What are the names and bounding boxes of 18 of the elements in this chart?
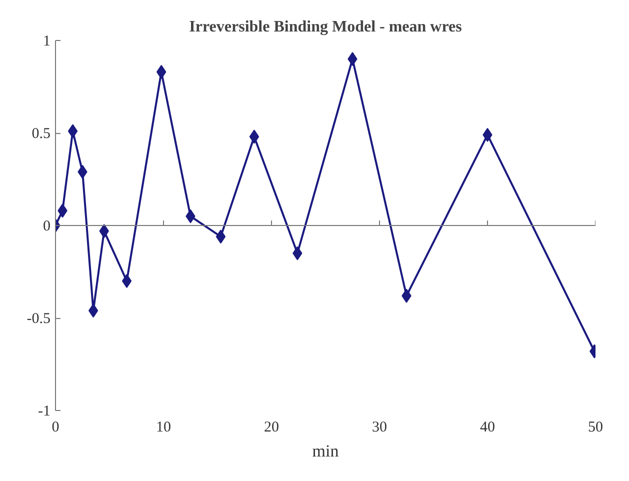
x-axis-title: min [312, 442, 340, 460]
x-tick-label: 50 [588, 420, 603, 436]
y-tick-label: 1 [43, 34, 50, 50]
point [348, 52, 358, 66]
y-tick-label: 0.5 [32, 126, 50, 142]
y-tick-label: -0.5 [26, 311, 51, 327]
point [122, 274, 132, 288]
x-tick-label: 30 [372, 420, 387, 436]
point [68, 124, 78, 138]
y-tick-label: 0 [43, 218, 50, 234]
point [216, 230, 226, 244]
chart-title: Irreversible Binding Model - mean wres [189, 18, 462, 36]
point [88, 304, 98, 318]
x-tick-label: 40 [480, 420, 495, 436]
point [249, 130, 260, 144]
x-tick-label: 20 [264, 420, 279, 436]
y-tick-label: -1 [38, 404, 51, 420]
x-tick-label: 10 [156, 420, 171, 436]
